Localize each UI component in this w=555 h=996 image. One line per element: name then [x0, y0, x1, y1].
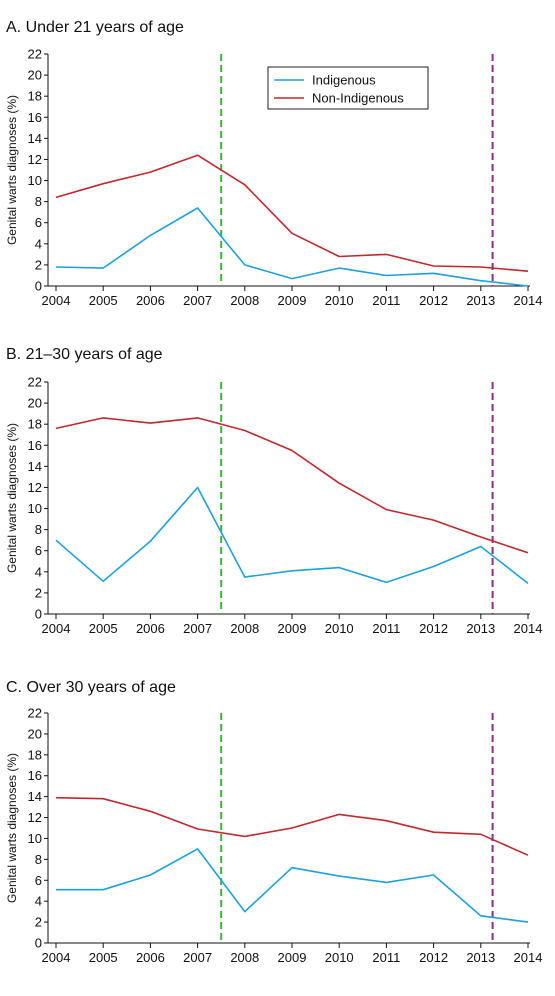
y-tick-label: 4	[35, 236, 42, 251]
x-tick-label: 2013	[466, 293, 495, 308]
x-tick-label: 2004	[42, 950, 71, 965]
y-tick-label: 2	[35, 915, 42, 930]
x-tick-label: 2014	[514, 950, 543, 965]
x-tick-label: 2012	[419, 621, 448, 636]
y-tick-label: 20	[28, 396, 42, 411]
y-tick-label: 12	[28, 810, 42, 825]
x-tick-label: 2014	[514, 293, 543, 308]
x-tick-label: 2008	[230, 293, 259, 308]
y-tick-label: 6	[35, 215, 42, 230]
y-tick-label: 8	[35, 522, 42, 537]
y-axis-label: Genital warts diagnoses (%)	[5, 95, 19, 245]
y-tick-label: 0	[35, 607, 42, 622]
x-tick-label: 2011	[372, 950, 400, 965]
y-tick-label: 8	[35, 852, 42, 867]
x-tick-label: 2006	[136, 293, 165, 308]
y-tick-label: 10	[28, 501, 42, 516]
x-tick-label: 2012	[419, 950, 448, 965]
x-tick-label: 2005	[89, 950, 118, 965]
y-tick-label: 2	[35, 585, 42, 600]
series-line-indigenous	[56, 848, 529, 923]
x-tick-label: 2004	[42, 293, 71, 308]
y-tick-label: 14	[28, 131, 42, 146]
y-axis-label: Genital warts diagnoses (%)	[5, 423, 19, 573]
y-tick-label: 20	[28, 68, 42, 83]
x-tick-label: 2013	[466, 621, 495, 636]
y-tick-label: 0	[35, 936, 42, 951]
series-line-indigenous	[55, 207, 529, 287]
y-tick-label: 10	[28, 173, 42, 188]
y-tick-label: 10	[28, 831, 42, 846]
y-tick-label: 6	[35, 873, 42, 888]
chart-title: B. 21–30 years of age	[6, 346, 163, 363]
legend-label: Indigenous	[312, 73, 376, 88]
y-tick-label: 18	[28, 747, 42, 762]
y-tick-label: 22	[28, 375, 42, 390]
y-tick-label: 18	[28, 417, 42, 432]
series-line-non-indigenous	[55, 417, 529, 554]
x-tick-label: 2010	[325, 950, 354, 965]
y-tick-label: 4	[35, 894, 42, 909]
y-tick-label: 6	[35, 543, 42, 558]
y-axis-label: Genital warts diagnoses (%)	[5, 753, 19, 903]
series-line-indigenous	[55, 486, 529, 585]
x-tick-label: 2007	[183, 621, 212, 636]
y-tick-label: 18	[28, 89, 42, 104]
x-tick-label: 2012	[419, 293, 448, 308]
y-tick-label: 2	[35, 257, 42, 272]
y-tick-label: 16	[28, 110, 42, 125]
y-tick-label: 8	[35, 194, 42, 209]
x-tick-label: 2010	[325, 293, 354, 308]
x-tick-label: 2004	[42, 621, 71, 636]
y-tick-label: 16	[28, 768, 42, 783]
x-tick-label: 2005	[89, 293, 118, 308]
y-tick-label: 16	[28, 438, 42, 453]
series-line-non-indigenous	[55, 154, 529, 272]
chart-title: C. Over 30 years of age	[6, 679, 176, 696]
y-tick-label: 12	[28, 152, 42, 167]
series-line-non-indigenous	[55, 796, 529, 856]
x-tick-label: 2009	[278, 293, 307, 308]
x-tick-label: 2007	[183, 293, 212, 308]
x-tick-label: 2008	[230, 950, 259, 965]
y-tick-label: 22	[28, 706, 42, 721]
x-tick-label: 2006	[136, 950, 165, 965]
x-tick-label: 2011	[372, 293, 400, 308]
y-tick-label: 14	[28, 789, 42, 804]
y-tick-label: 22	[28, 47, 42, 62]
x-tick-label: 2010	[325, 621, 354, 636]
y-tick-label: 4	[35, 564, 42, 579]
x-tick-label: 2009	[278, 950, 307, 965]
x-tick-label: 2005	[89, 621, 118, 636]
y-tick-label: 14	[28, 459, 42, 474]
legend-box	[267, 66, 429, 110]
x-tick-label: 2014	[514, 621, 543, 636]
x-tick-label: 2008	[230, 621, 259, 636]
y-tick-label: 0	[35, 279, 42, 294]
y-tick-label: 20	[28, 726, 42, 741]
x-tick-label: 2006	[136, 621, 165, 636]
legend-label: Non-Indigenous	[312, 91, 404, 106]
chart-title: A. Under 21 years of age	[6, 19, 184, 36]
y-tick-label: 12	[28, 480, 42, 495]
x-tick-label: 2009	[278, 621, 307, 636]
x-tick-label: 2011	[372, 621, 400, 636]
x-tick-label: 2007	[183, 950, 212, 965]
x-tick-label: 2013	[466, 950, 495, 965]
